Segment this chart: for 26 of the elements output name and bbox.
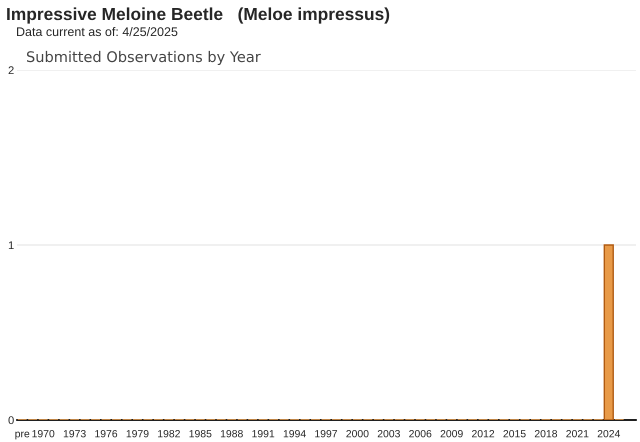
y-tick-label: 2 — [8, 66, 14, 74]
x-tick-label: 1988 — [220, 430, 243, 438]
x-tick-label: 1976 — [95, 430, 118, 438]
x-tick-label: 2000 — [346, 430, 369, 438]
x-tick-label: 1985 — [190, 430, 212, 438]
x-tick-label: 2015 — [503, 430, 526, 438]
x-tick-label: 1997 — [315, 430, 338, 438]
x-tick-label: 2009 — [440, 430, 463, 438]
text: Submitted Observations by Year — [26, 50, 261, 66]
y-tick-label: 0 — [8, 416, 14, 424]
chart-title: Impressive Meloine Beetle (Meloe impressus) — [7, 7, 390, 24]
x-tick-label: pre — [15, 432, 30, 440]
x-tick-label: 2024 — [598, 430, 620, 438]
x-tick-label: 1991 — [252, 430, 274, 438]
x-tick-label: 2021 — [566, 430, 588, 438]
x-tick-label: 1982 — [158, 430, 180, 438]
x-tick-label: 2012 — [472, 430, 494, 438]
x-tick-label: 2006 — [409, 430, 432, 438]
y-tick-label: 1 — [8, 241, 14, 250]
x-tick-label: 1970 — [32, 430, 54, 438]
x-tick-label: 1994 — [284, 430, 306, 438]
x-tick-label: 1979 — [126, 430, 149, 438]
x-tick-label: 2018 — [534, 430, 558, 438]
chart-subtitle: Data current as of: 4/25/2025 — [17, 26, 178, 36]
x-tick-label: 2003 — [378, 430, 400, 438]
x-tick-label: 1973 — [64, 430, 86, 438]
